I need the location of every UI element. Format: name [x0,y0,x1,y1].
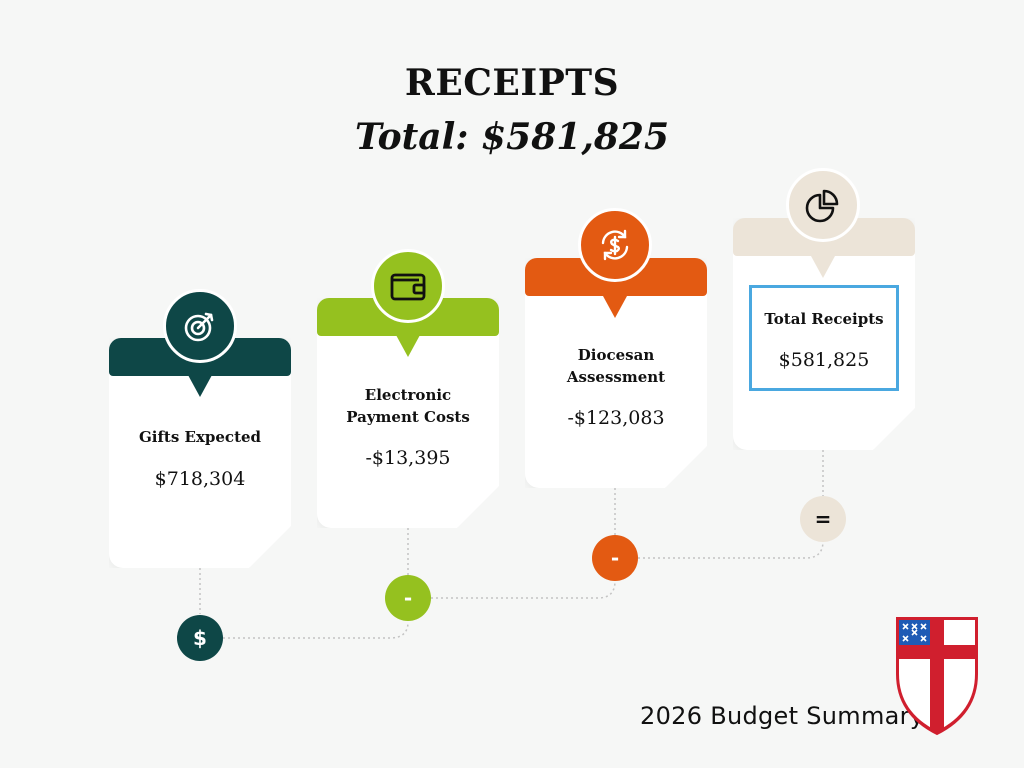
dollar-cycle-icon [578,208,652,282]
connector-line-2 [223,621,409,639]
gifts-expected-card: Gifts Expected $718,304 [109,338,291,568]
electronic-payment-costs-card: Electronic Payment Costs -$13,395 [317,298,499,528]
wallet-icon [371,249,445,323]
total-receipts-box: Total Receipts $581,825 [749,285,899,391]
card-label: Gifts Expected [138,428,262,446]
card-value: $718,304 [154,468,246,490]
card-pointer [188,375,212,397]
episcopal-shield-logo [896,617,978,736]
operator-node-dollar: $ [177,615,223,661]
operator-node-minus: - [592,535,638,581]
target-icon [163,289,237,363]
card-pointer [811,256,835,278]
card-pointer [603,296,627,318]
card-label: Total Receipts [764,310,884,328]
card-value: $581,825 [778,349,870,371]
page-title: RECEIPTS [404,62,620,104]
connector-line-4 [431,580,616,599]
operator-node-minus: - [385,575,431,621]
operator-node-equals: = [800,496,846,542]
connector-line-6 [638,540,824,559]
card-label: Diocesan Assessment [566,346,666,386]
footer-text: 2026 Budget Summary [640,702,925,730]
page-subtitle: Total: $581,825 [355,116,669,158]
diocesan-assessment-card: Diocesan Assessment -$123,083 [525,258,707,488]
pie-chart-icon [786,168,860,242]
card-value: -$123,083 [567,407,665,429]
card-pointer [396,335,420,357]
card-value: -$13,395 [365,447,451,469]
card-label: Electronic Payment Costs [346,386,470,426]
